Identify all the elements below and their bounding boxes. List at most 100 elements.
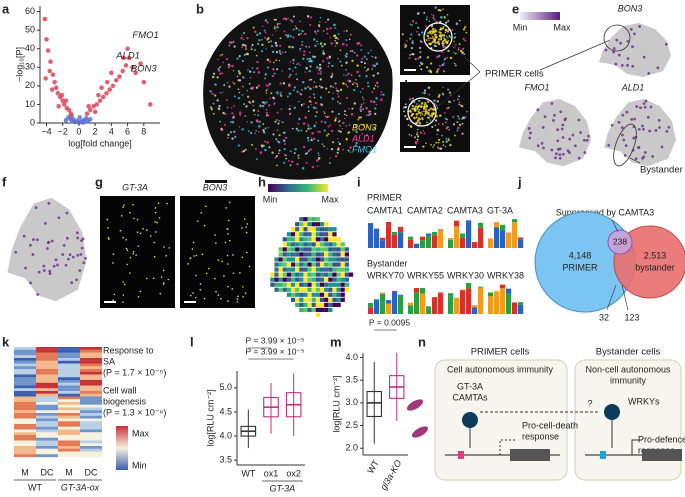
speckle	[256, 67, 259, 70]
heatmap-cell	[36, 432, 58, 436]
logo-letter	[438, 292, 444, 294]
speckle	[292, 62, 295, 65]
protein	[462, 412, 478, 428]
logo-letter	[386, 300, 392, 304]
speckle	[243, 53, 246, 57]
speckle	[260, 38, 263, 41]
heatmap-cell	[14, 454, 36, 458]
speckle	[454, 64, 457, 67]
logo-letter	[380, 240, 386, 248]
speckle	[431, 115, 434, 118]
umap-cell	[307, 247, 312, 252]
speckle	[309, 60, 311, 62]
speckle	[454, 52, 457, 55]
umap-dot	[585, 138, 589, 142]
heatmap-cell	[36, 349, 58, 353]
speckle	[242, 43, 245, 47]
speckle	[317, 43, 319, 45]
speckle	[334, 26, 337, 29]
speckle	[231, 112, 234, 115]
speckle	[253, 49, 256, 52]
umap-cell	[348, 272, 354, 277]
speckle	[428, 31, 431, 33]
speckle	[245, 105, 248, 108]
heatmap-cell	[36, 355, 58, 359]
speckle	[212, 72, 216, 75]
umap-cell	[332, 302, 337, 307]
speckle	[314, 115, 317, 118]
speckle	[417, 117, 421, 120]
speckle	[229, 201, 231, 204]
umap-dot	[558, 147, 562, 151]
umap-dot	[617, 120, 621, 124]
speckle	[283, 142, 286, 145]
speckle	[436, 128, 440, 132]
speckle	[222, 91, 224, 93]
speckle	[362, 102, 365, 104]
umap-cell	[340, 297, 345, 302]
speckle	[160, 276, 163, 278]
speckle	[335, 36, 338, 39]
heatmap-cell	[58, 446, 80, 449]
speckle	[309, 148, 312, 151]
umap-cell	[328, 257, 333, 262]
speckle	[315, 121, 317, 124]
diagram-text: Pro-defence	[638, 434, 685, 444]
umap-dot	[649, 105, 653, 109]
heatmap-cell	[14, 369, 36, 372]
umap-cell	[303, 287, 308, 292]
speckle	[419, 105, 423, 109]
umap-cell	[290, 252, 296, 257]
speckle	[338, 102, 342, 105]
heatmap-cell	[58, 440, 80, 444]
speckle	[431, 125, 434, 129]
speckle	[136, 231, 139, 233]
heatmap-cell	[58, 424, 80, 427]
umap-cell	[286, 282, 292, 287]
speckle	[412, 40, 414, 42]
umap-cell	[324, 272, 329, 277]
heatmap-cell	[58, 437, 80, 441]
umap-dot	[622, 138, 626, 142]
speckle	[374, 56, 377, 59]
speckle	[289, 113, 291, 115]
y-tick-label: 60	[25, 6, 35, 16]
speckle	[280, 94, 283, 97]
umap-dot	[621, 133, 624, 137]
speckle	[334, 116, 338, 120]
panel-label: f	[2, 174, 7, 189]
logo-letter	[438, 293, 444, 314]
colorbar-label: Max	[553, 22, 571, 32]
speckle	[236, 298, 239, 300]
speckle	[427, 86, 431, 89]
speckle	[243, 103, 246, 106]
x-tick-label: 4	[109, 126, 114, 136]
speckle	[278, 49, 281, 53]
speckle	[426, 34, 430, 38]
speckle	[233, 45, 236, 48]
umap-cell	[324, 307, 329, 312]
umap-cell	[303, 237, 308, 242]
speckle	[427, 37, 430, 40]
speckle	[153, 256, 156, 258]
speckle	[276, 25, 279, 29]
umap-cell	[328, 237, 333, 242]
umap-cell	[311, 282, 316, 287]
speckle	[413, 107, 416, 110]
umap-dot	[550, 148, 554, 152]
heatmap-cell	[58, 413, 80, 416]
speckle	[431, 30, 433, 33]
umap-cell	[311, 222, 316, 227]
panel-label: j	[517, 174, 522, 189]
umap-cell	[303, 227, 308, 232]
umap-dot	[612, 47, 616, 50]
heatmap-cell	[36, 391, 58, 394]
speckle	[266, 141, 269, 144]
speckle	[266, 114, 270, 117]
speckle	[226, 254, 229, 257]
umap-cell	[274, 257, 279, 262]
y-tick-label: 30	[25, 62, 35, 72]
speckle	[453, 51, 455, 54]
umap-dot	[568, 137, 572, 141]
umap-cell	[336, 302, 341, 307]
